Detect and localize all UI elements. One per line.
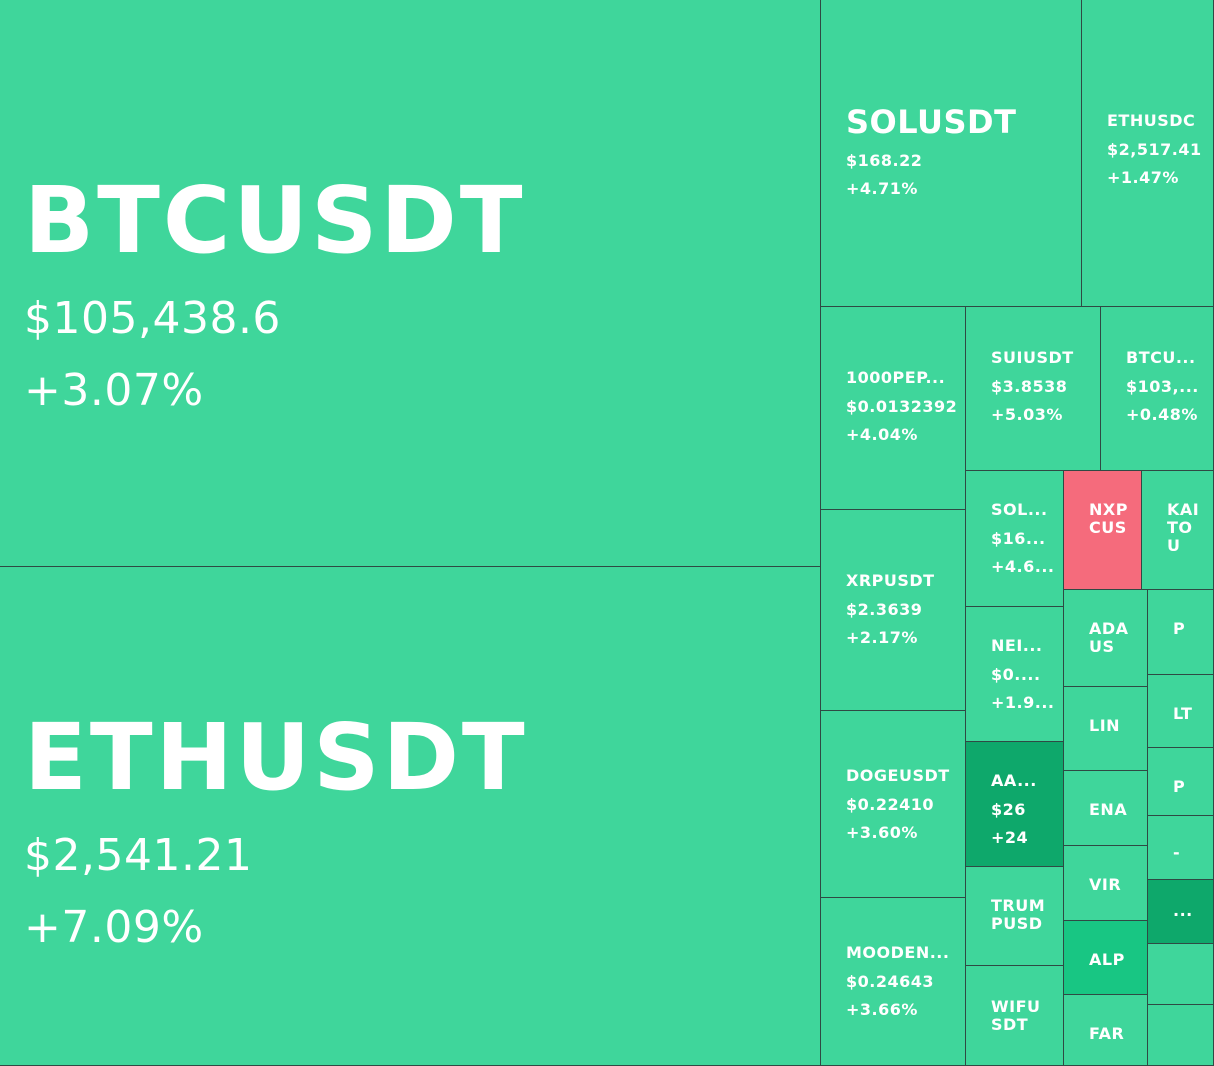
tile-trumpusd[interactable]: TRUMPUSD	[966, 867, 1064, 966]
tile-price: $26	[991, 800, 1026, 820]
tile-change: +1.47%	[1107, 168, 1179, 188]
tile-1000pep[interactable]: 1000PEP... $0.0132392 +4.04%	[821, 307, 966, 510]
tile-change: +3.07%	[24, 364, 204, 416]
tile-price: $103,...	[1126, 377, 1199, 397]
tile-change: +3.60%	[846, 823, 918, 843]
tile-price: $16...	[991, 529, 1046, 549]
tile-price: $2.3639	[846, 600, 923, 620]
tile-p[interactable]: P	[1148, 748, 1214, 816]
tile-symbol: VIR	[1089, 876, 1122, 894]
tile-price: $0....	[991, 665, 1041, 685]
tile-symbol: -	[1173, 844, 1181, 862]
tile-adaus[interactable]: ADAUS	[1064, 590, 1148, 687]
tile-vir[interactable]: VIR	[1064, 846, 1148, 921]
tile-symbol: BTCU...	[1126, 349, 1196, 367]
tile-change: +4.71%	[846, 178, 918, 198]
tile-aa[interactable]: AA... $26 +24	[966, 742, 1064, 867]
tile-symbol: ALP	[1089, 951, 1125, 969]
tile-blank[interactable]: ...	[1148, 880, 1214, 944]
tile-symbol: SOLUSDT	[846, 104, 1017, 141]
tile-symbol: DOGEUSDT	[846, 767, 950, 785]
tile-change: +0.48%	[1126, 405, 1198, 425]
tile-suiusdt[interactable]: SUIUSDT $3.8538 +5.03%	[966, 307, 1101, 471]
tile-kaitou[interactable]: KAITOU	[1142, 471, 1214, 590]
tile-alp[interactable]: ALP	[1064, 921, 1148, 995]
tile-symbol: BTCUSDT	[24, 168, 526, 274]
tile-symbol: LT	[1173, 705, 1193, 723]
tile-lin[interactable]: LIN	[1064, 687, 1148, 771]
tile-symbol: ENA	[1089, 801, 1128, 819]
tile-price: $2,517.41	[1107, 140, 1202, 160]
tile-symbol: XRPUSDT	[846, 572, 935, 590]
tile-lt[interactable]: LT	[1148, 675, 1214, 748]
tile-btcu[interactable]: BTCU... $103,... +0.48%	[1101, 307, 1214, 471]
tile-xrpusdt[interactable]: XRPUSDT $2.3639 +2.17%	[821, 510, 966, 711]
tile-price: $105,438.6	[24, 292, 281, 344]
tile-symbol: AA...	[991, 772, 1037, 790]
tile-symbol: WIFUSDT	[991, 998, 1041, 1034]
tile-symbol: ...	[1173, 902, 1193, 920]
tile-solusdt[interactable]: SOLUSDT $168.22 +4.71%	[821, 0, 1082, 307]
tile-symbol: LIN	[1089, 717, 1121, 735]
tile-change: +1.9...	[991, 693, 1055, 713]
tile-ena[interactable]: ENA	[1064, 771, 1148, 846]
tile-price: $168.22	[846, 150, 923, 170]
tile-symbol: TRUMPUSD	[991, 897, 1046, 933]
tile-symbol: SUIUSDT	[991, 349, 1074, 367]
tile-price: $2,541.21	[24, 829, 253, 881]
tile-symbol: SOL...	[991, 501, 1048, 519]
tile-ethusdt[interactable]: ETHUSDT $2,541.21 +7.09%	[0, 567, 821, 1066]
tile-symbol: FAR	[1089, 1025, 1125, 1043]
tile-change: +7.09%	[24, 901, 204, 953]
tile-far[interactable]: FAR	[1064, 995, 1148, 1066]
tile-blank[interactable]: -	[1148, 816, 1214, 880]
tile-sol[interactable]: SOL... $16... +4.6...	[966, 471, 1064, 607]
tile-blank[interactable]	[1148, 1005, 1214, 1066]
tile-nei[interactable]: NEI... $0.... +1.9...	[966, 607, 1064, 742]
tile-nxpcus[interactable]: NXPCUS	[1064, 471, 1142, 590]
tile-mooden[interactable]: MOODEN... $0.24643 +3.66%	[821, 898, 966, 1066]
tile-symbol: P	[1173, 778, 1186, 796]
tile-symbol: NXPCUS	[1089, 501, 1128, 537]
tile-ethusdc[interactable]: ETHUSDC $2,517.41 +1.47%	[1082, 0, 1214, 307]
tile-symbol: ETHUSDC	[1107, 112, 1196, 130]
tile-symbol: P	[1173, 620, 1186, 638]
tile-wifusdt[interactable]: WIFUSDT	[966, 966, 1064, 1066]
tile-change: +4.6...	[991, 557, 1055, 577]
tile-price: $0.24643	[846, 972, 935, 992]
tile-dogeusdt[interactable]: DOGEUSDT $0.22410 +3.60%	[821, 711, 966, 898]
tile-change: +5.03%	[991, 405, 1063, 425]
tile-symbol: ADAUS	[1089, 620, 1129, 656]
tile-price: $0.22410	[846, 795, 935, 815]
tile-price: $3.8538	[991, 377, 1068, 397]
tile-blank[interactable]	[1148, 944, 1214, 1005]
tile-symbol: ETHUSDT	[24, 705, 528, 811]
tile-symbol: MOODEN...	[846, 944, 950, 962]
tile-symbol: NEI...	[991, 637, 1043, 655]
tile-change: +4.04%	[846, 425, 918, 445]
tile-btcusdt[interactable]: BTCUSDT $105,438.6 +3.07%	[0, 0, 821, 567]
tile-symbol: 1000PEP...	[846, 369, 946, 387]
tile-change: +2.17%	[846, 628, 918, 648]
tile-p[interactable]: P	[1148, 590, 1214, 675]
tile-symbol: KAITOU	[1167, 501, 1200, 555]
tile-price: $0.0132392	[846, 397, 958, 417]
tile-change: +24	[991, 828, 1029, 848]
tile-change: +3.66%	[846, 1000, 918, 1020]
